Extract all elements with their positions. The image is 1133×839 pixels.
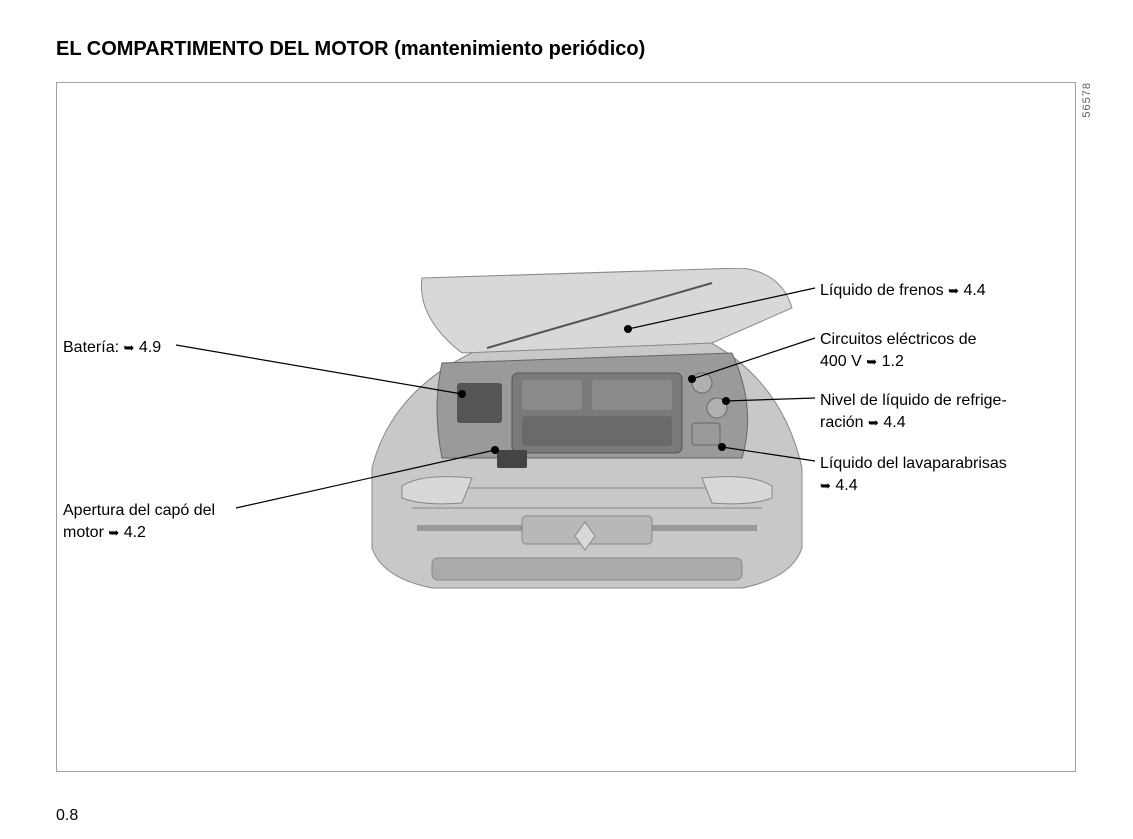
ref-arrow-icon: ➥ [866, 353, 877, 371]
ref-arrow-icon: ➥ [868, 414, 879, 432]
ref-arrow-icon: ➥ [123, 339, 134, 357]
callout-battery-ref: 4.9 [139, 339, 161, 356]
callout-brake-ref: 4.4 [963, 282, 985, 299]
callout-battery: Batería: ➥ 4.9 [63, 337, 233, 359]
callout-brake-fluid: Líquido de frenos ➥ 4.4 [820, 280, 1030, 302]
callout-coolant-ref: 4.4 [883, 414, 905, 431]
callout-coolant: Nivel de líquido de refrige- ración ➥ 4.… [820, 390, 1030, 433]
ref-arrow-icon: ➥ [108, 524, 119, 542]
ref-arrow-icon: ➥ [820, 477, 831, 495]
page-number: 0.8 [56, 807, 78, 825]
callout-washer-line1: Líquido del lavaparabrisas [820, 455, 1007, 472]
callout-hood: Apertura del capó del motor ➥ 4.2 [63, 500, 233, 543]
ref-arrow-icon: ➥ [948, 282, 959, 300]
callout-hood-line2: motor [63, 524, 108, 541]
callout-coolant-line2: ración [820, 414, 868, 431]
callout-washer-fluid: Líquido del lavaparabrisas ➥ 4.4 [820, 453, 1030, 496]
callout-hood-ref: 4.2 [124, 524, 146, 541]
callout-hood-line1: Apertura del capó del [63, 502, 215, 519]
callout-battery-text: Batería: [63, 339, 123, 356]
callout-washer-ref: 4.4 [835, 477, 857, 494]
image-code: 56578 [1081, 82, 1093, 118]
page-title: EL COMPARTIMENTO DEL MOTOR (mantenimient… [56, 38, 645, 61]
callout-brake-text: Líquido de frenos [820, 282, 948, 299]
callout-electric-circuit: Circuitos eléctricos de 400 V ➥ 1.2 [820, 329, 1030, 372]
callout-circuit-ref: 1.2 [882, 353, 904, 370]
callout-circuit-line2: 400 V [820, 353, 866, 370]
callout-circuit-line1: Circuitos eléctricos de [820, 331, 977, 348]
engine-compartment-graphic [362, 268, 812, 598]
callout-coolant-line1: Nivel de líquido de refrige- [820, 392, 1007, 409]
